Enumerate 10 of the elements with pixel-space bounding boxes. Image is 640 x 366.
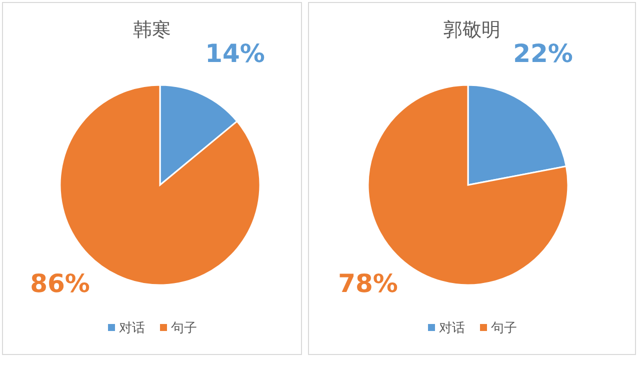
legend-label: 对话: [439, 321, 465, 336]
chart-title: 韩寒: [133, 19, 171, 41]
chart-title: 郭敬明: [444, 19, 500, 41]
legend-label: 对话: [119, 321, 145, 336]
data-label: 86%: [30, 269, 90, 298]
data-label: 78%: [338, 269, 398, 298]
legend-label: 句子: [171, 321, 197, 336]
data-label: 14%: [205, 39, 265, 68]
legend-label: 句子: [491, 321, 517, 336]
data-label: 22%: [513, 39, 573, 68]
